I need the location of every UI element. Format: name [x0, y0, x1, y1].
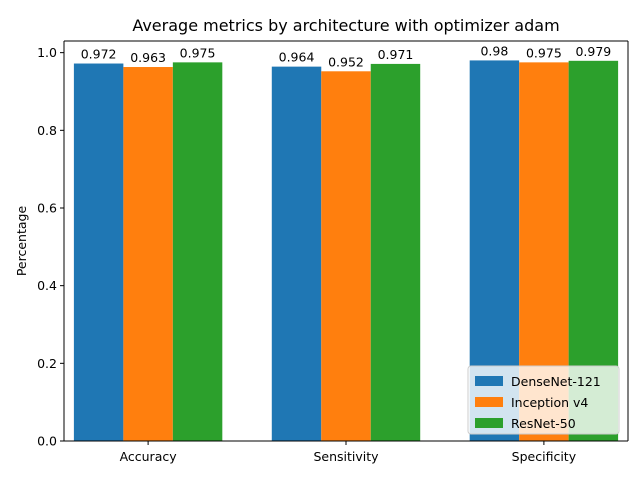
legend-box	[467, 365, 620, 435]
y-tick-label: 0.0	[37, 434, 57, 449]
data-label: 0.952	[328, 54, 364, 69]
x-tick-label: Sensitivity	[313, 449, 379, 464]
y-tick-label: 1.0	[37, 45, 57, 60]
bar-resnet-50-accuracy	[172, 62, 223, 441]
legend-label: DenseNet-121	[511, 374, 601, 389]
y-tick-label: 0.6	[37, 200, 57, 215]
legend-swatch	[475, 376, 503, 386]
legend: DenseNet-121 Inception v4 ResNet-50	[467, 365, 620, 435]
data-label: 0.963	[130, 50, 166, 65]
y-tick-label: 0.4	[37, 278, 57, 293]
bar-densenet-121-sensitivity	[271, 66, 322, 441]
legend-label: ResNet-50	[511, 416, 576, 431]
bar-resnet-50-sensitivity	[370, 63, 421, 441]
y-axis-label: Percentage	[14, 206, 29, 277]
x-tick-label: Specificity	[512, 449, 577, 464]
y-tick-label: 0.8	[37, 123, 57, 138]
legend-swatch	[475, 418, 503, 428]
data-label: 0.972	[81, 47, 117, 62]
data-label: 0.979	[575, 44, 611, 59]
bar-densenet-121-accuracy	[73, 63, 124, 442]
data-label: 0.975	[180, 45, 216, 60]
data-label: 0.98	[480, 43, 508, 58]
data-label: 0.964	[279, 50, 315, 65]
legend-label: Inception v4	[511, 395, 588, 410]
chart-title: Average metrics by architecture with opt…	[132, 16, 559, 35]
y-tick-label: 0.2	[37, 356, 57, 371]
data-label: 0.975	[526, 45, 562, 60]
bar-inception-v4-accuracy	[123, 67, 173, 442]
bar-inception-v4-sensitivity	[321, 71, 371, 441]
x-tick-label: Accuracy	[120, 449, 178, 464]
data-label: 0.971	[378, 47, 414, 62]
legend-swatch	[475, 397, 503, 407]
